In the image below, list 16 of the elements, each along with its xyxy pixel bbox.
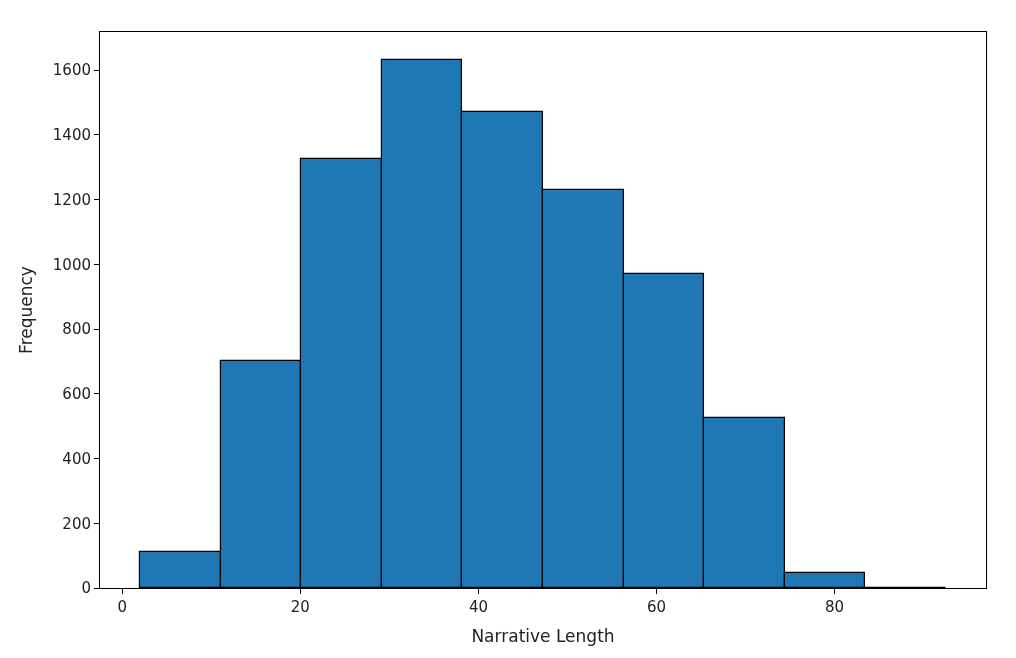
x-axis-title: Narrative Length xyxy=(471,626,615,647)
x-tick-label: 0 xyxy=(117,598,128,616)
y-tick-label: 0 xyxy=(81,579,91,598)
y-tick-label: 200 xyxy=(62,514,91,533)
x-tick-label: 60 xyxy=(646,598,667,616)
y-tick-label: 600 xyxy=(62,385,91,404)
y-tick-label: 800 xyxy=(62,320,91,339)
y-tick-label: 1000 xyxy=(52,255,91,274)
y-tick-label: 1400 xyxy=(52,126,91,145)
y-tick-label: 1200 xyxy=(52,190,91,209)
y-tick-label: 1600 xyxy=(52,61,91,80)
x-tick-label: 20 xyxy=(290,598,310,616)
x-tick-label: 80 xyxy=(825,598,845,616)
x-tick-label: 40 xyxy=(468,598,488,616)
y-tick-label: 400 xyxy=(62,449,91,468)
y-axis-title: Frequency xyxy=(16,266,37,354)
